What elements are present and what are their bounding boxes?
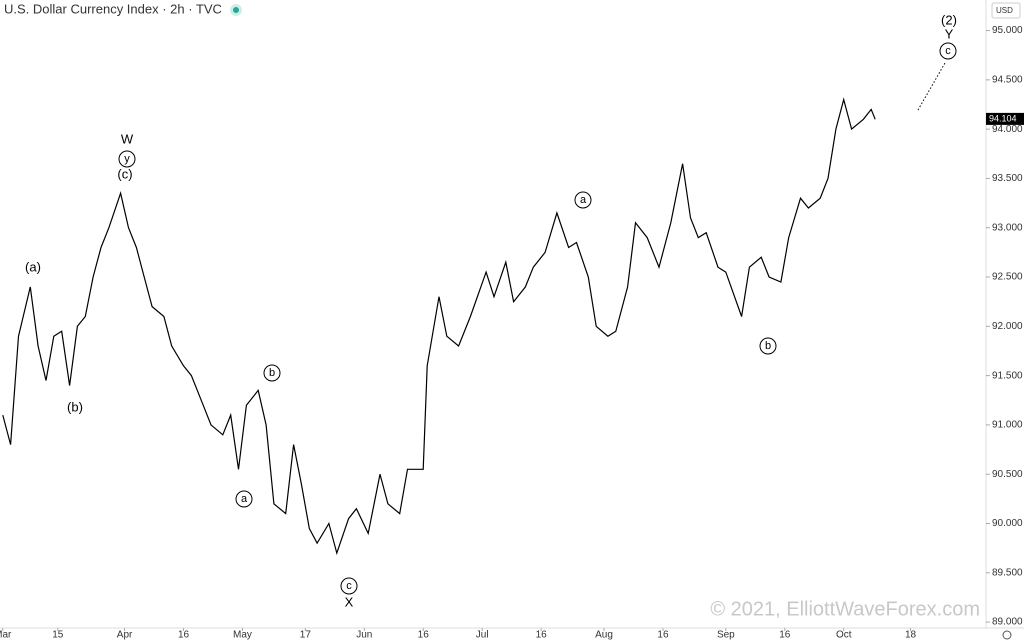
wave-label: c [346, 580, 352, 592]
wave-label: a [241, 493, 248, 505]
settings-icon[interactable] [1002, 630, 1012, 640]
x-tick-label: 16 [178, 630, 190, 641]
wave-circle [759, 337, 777, 355]
y-tick-label: 94.500 [992, 74, 1023, 85]
wave-label: X [345, 594, 354, 609]
x-tick-label: Jun [356, 630, 372, 641]
watermark: © 2021, ElliottWaveForex.com [710, 598, 980, 620]
wave-label: b [765, 340, 771, 352]
price-line [2, 97, 876, 556]
x-tick-label: Apr [117, 630, 133, 641]
y-tick-label: 95.000 [992, 25, 1023, 36]
wave-label: b [269, 367, 275, 379]
y-tick-label: 91.000 [992, 420, 1023, 431]
x-tick-label: Jul [476, 630, 489, 641]
wave-circle [235, 490, 253, 508]
currency: USD [996, 6, 1013, 15]
wave-label: (a) [25, 259, 41, 274]
currency-button[interactable] [991, 2, 1021, 19]
x-tick-label: 18 [905, 630, 917, 641]
last-price-box [986, 112, 1024, 125]
wave-label: (2) [941, 12, 957, 27]
wave-circle [340, 577, 358, 595]
y-tick-label: 93.500 [992, 173, 1023, 184]
x-tick-label: 16 [657, 630, 669, 641]
y-tick-label: 90.000 [992, 518, 1023, 529]
y-tick-label: 92.500 [992, 272, 1023, 283]
y-tick-label: 94.000 [992, 124, 1023, 135]
last-price-label: 94.104 [989, 113, 1017, 123]
y-tick-label: 93.000 [992, 222, 1023, 233]
y-tick-label: 89.500 [992, 567, 1023, 578]
wave-circle [118, 150, 136, 168]
x-tick-label: Sep [717, 630, 735, 641]
wave-circle [939, 42, 957, 60]
status-dot [233, 7, 239, 13]
y-tick-label: 90.500 [992, 469, 1023, 480]
wave-circle [263, 364, 281, 382]
wave-label: y [124, 153, 130, 165]
x-tick-label: Aug [595, 630, 613, 641]
wave-label: Y [945, 26, 954, 41]
x-tick-label: 17 [300, 630, 312, 641]
y-tick-label: 91.500 [992, 370, 1023, 381]
y-tick-label: 89.000 [992, 617, 1023, 628]
x-tick-label: 15 [52, 630, 64, 641]
wave-label: (b) [67, 399, 83, 414]
chart-title: U.S. Dollar Currency Index · 2h · TVC [4, 1, 222, 16]
x-tick-label: 16 [536, 630, 548, 641]
wave-label: a [580, 194, 587, 206]
x-tick-label: 16 [779, 630, 791, 641]
x-tick-label: Mar [0, 630, 12, 641]
y-tick-label: 92.000 [992, 321, 1023, 332]
x-tick-label: Oct [836, 630, 852, 641]
wave-label: (c) [117, 166, 132, 181]
wave-circle [574, 191, 592, 209]
x-tick-label: 16 [418, 630, 430, 641]
wave-label: W [121, 131, 134, 146]
x-tick-label: May [233, 630, 252, 641]
wave-label: c [945, 45, 951, 57]
